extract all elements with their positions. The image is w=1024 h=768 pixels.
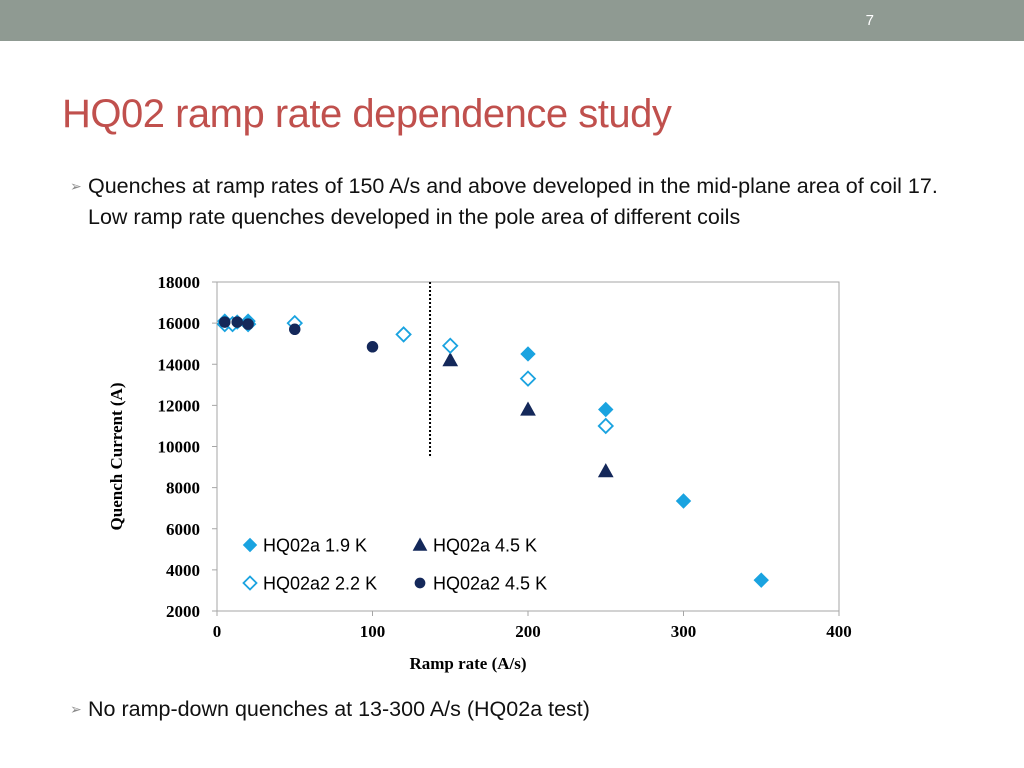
y-tick-label: 6000 [166,520,200,539]
data-point-series-4 [219,316,231,328]
data-point-series-4 [231,316,243,328]
x-tick-label: 0 [213,622,222,641]
data-point-series-2 [442,352,459,367]
legend-label-4: HQ02a2 4.5 K [433,574,547,594]
data-point-series-2 [597,463,614,478]
bullet-2-text: No ramp-down quenches at 13-300 A/s (HQ0… [88,697,590,721]
data-point-series-1 [598,401,614,418]
legend-marker-4 [414,577,426,589]
data-point-series-1 [675,493,692,509]
x-tick-label: 200 [515,622,541,641]
x-axis-label: Ramp rate (A/s) [409,654,526,673]
data-point-series-4 [289,323,301,336]
bullet-2: ➢ No ramp-down quenches at 13-300 A/s (H… [70,694,950,725]
bullet-1-text: Quenches at ramp rates of 150 A/s and ab… [88,174,938,229]
data-point-series-4 [366,341,379,353]
plot-area [216,281,840,612]
legend-label-1: HQ02a 1.9 K [263,536,367,556]
slide-title: HQ02 ramp rate dependence study [62,92,672,136]
y-tick-label: 8000 [166,479,200,498]
y-tick-label: 12000 [158,396,201,415]
y-tick-label: 10000 [158,438,201,457]
data-point-series-2 [520,401,536,416]
data-point-series-1 [520,346,536,362]
data-point-series-3 [441,337,459,355]
y-tick-label: 18000 [158,273,201,292]
data-point-series-1 [753,572,769,588]
legend-label-2: HQ02a 4.5 K [433,536,537,556]
data-point-series-3 [597,417,615,435]
y-tick-label: 14000 [158,355,201,374]
data-point-series-3 [519,370,537,387]
bullet-arrow-icon: ➢ [70,178,82,194]
data-point-series-4 [242,318,254,330]
y-tick-label: 2000 [166,602,200,621]
x-tick-label: 400 [826,622,852,641]
x-tick-label: 100 [360,622,386,641]
x-tick-label: 300 [671,622,697,641]
y-tick-label: 4000 [166,561,200,580]
legend-marker-2 [412,537,428,551]
top-bar: 7 [0,0,1024,41]
bullet-1: ➢ Quenches at ramp rates of 150 A/s and … [70,171,950,233]
y-axis-label: Quench Current (A) [107,383,126,531]
slide-number: 7 [865,12,874,29]
bullet-arrow-icon: ➢ [70,701,82,717]
y-tick-label: 16000 [158,314,201,333]
legend-marker-3 [242,575,258,591]
quench-current-chart: 0 100 200 300 400 2000 4000 6000 8000 10000 12000 1… [107,273,852,673]
data-point-series-3 [395,326,412,343]
legend-label-3: HQ02a2 2.2 K [263,574,377,594]
legend-marker-1 [242,537,258,553]
